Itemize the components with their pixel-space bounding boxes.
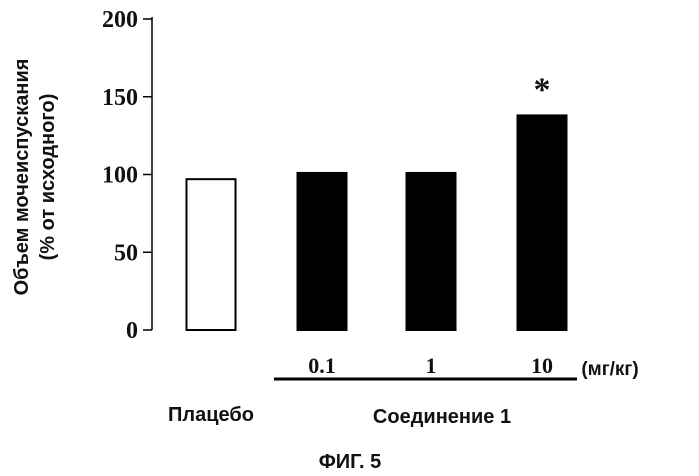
y-ticks: 0 50 100 150 200 [102,7,152,344]
bar [518,115,567,330]
y-tick-label: 200 [102,7,138,33]
placebo-label: Плацебо [168,404,254,426]
bar-annotations: * [534,71,551,108]
bars [187,115,567,330]
y-tick-label: 150 [102,85,138,111]
y-tick-label: 0 [126,318,138,344]
figure-caption: ФИГ. 5 [319,451,382,473]
y-tick-label: 100 [102,163,138,189]
bar [407,173,456,330]
x-tick-labels: 0.1 1 10 [308,353,553,378]
bar [298,173,347,330]
x-tick-label: 0.1 [308,353,336,378]
y-axis-label-line2: (% от исходного) [37,94,59,261]
x-tick-label: 1 [426,353,437,378]
y-axis-label-line1: Объем мочеиспускания [11,59,33,296]
y-tick-label: 50 [114,240,138,266]
bar [187,179,236,330]
significance-marker: * [534,71,551,108]
x-unit-label: (мг/кг) [581,359,638,380]
x-tick-label: 10 [531,353,553,378]
compound-label: Соединение 1 [373,406,511,428]
